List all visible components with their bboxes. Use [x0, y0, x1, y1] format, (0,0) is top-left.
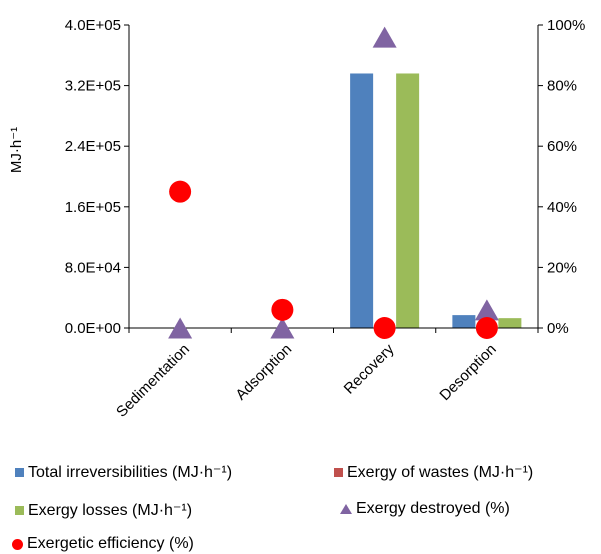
bar	[452, 315, 476, 328]
bar	[350, 73, 374, 328]
y-axis-label: MJ·h⁻¹	[8, 127, 25, 173]
y-tick-label: 2.4E+05	[65, 138, 121, 155]
legend-item-exergy-of-wastes: Exergy of wastes (MJ·h⁻¹)	[334, 462, 533, 482]
plot-area: 0.0E+00 8.0E+04 1.6E+05 2.4E+05 3.2E+05 4.0E+…	[65, 17, 586, 421]
legend-swatch-green	[15, 505, 24, 515]
triangle-marker	[474, 299, 499, 321]
x-tick-label: Sedimentation	[113, 341, 193, 421]
legend-item-exergy-losses: Exergy losses (MJ·h⁻¹)	[15, 500, 192, 520]
legend-label: Exergy losses (MJ·h⁻¹)	[28, 502, 193, 519]
y-tick-label: 3.2E+05	[65, 78, 121, 95]
legend-item-exergetic-efficiency: Exergetic efficiency (%)	[12, 535, 194, 553]
x-tick-label: Desorption	[436, 341, 499, 404]
y2-tick-label: 80%	[547, 78, 577, 95]
bar	[396, 73, 420, 328]
circle-marker	[169, 180, 192, 203]
triangle-marker	[168, 317, 193, 339]
triangle-marker	[372, 26, 397, 48]
bar	[498, 318, 522, 328]
legend-item-total-irreversibilities: Total irreversibilities (MJ·h⁻¹)	[15, 462, 232, 482]
y2-tick-label: 60%	[547, 138, 577, 155]
circle-marker	[373, 317, 396, 339]
legend-label: Exergetic efficiency (%)	[27, 535, 194, 552]
legend-item-exergy-destroyed: Exergy destroyed (%)	[340, 500, 510, 518]
legend-label: Total irreversibilities (MJ·h⁻¹)	[28, 464, 233, 481]
circle-marker	[475, 317, 498, 339]
legend-swatch-red	[334, 467, 343, 477]
y2-tick-label: 0%	[547, 320, 569, 337]
circle-marker	[271, 298, 294, 321]
legend-label: Exergy of wastes (MJ·h⁻¹)	[347, 464, 534, 481]
y-tick-label: 8.0E+04	[65, 259, 121, 276]
triangle-marker-icon	[340, 504, 352, 514]
y2-tick-label: 100%	[547, 17, 585, 34]
y2-tick-label: 20%	[547, 259, 577, 276]
legend-label: Exergy destroyed (%)	[356, 500, 510, 517]
y-tick-label: 4.0E+05	[65, 17, 121, 34]
circle-marker-icon	[12, 538, 23, 550]
triangle-marker	[270, 317, 295, 339]
x-tick-label: Recovery	[341, 340, 398, 397]
legend-swatch-blue	[15, 467, 24, 477]
y-tick-label: 1.6E+05	[65, 199, 121, 216]
y-tick-label: 0.0E+00	[65, 320, 121, 337]
x-tick-label: Adsorption	[232, 341, 295, 404]
y2-tick-label: 40%	[547, 199, 577, 216]
